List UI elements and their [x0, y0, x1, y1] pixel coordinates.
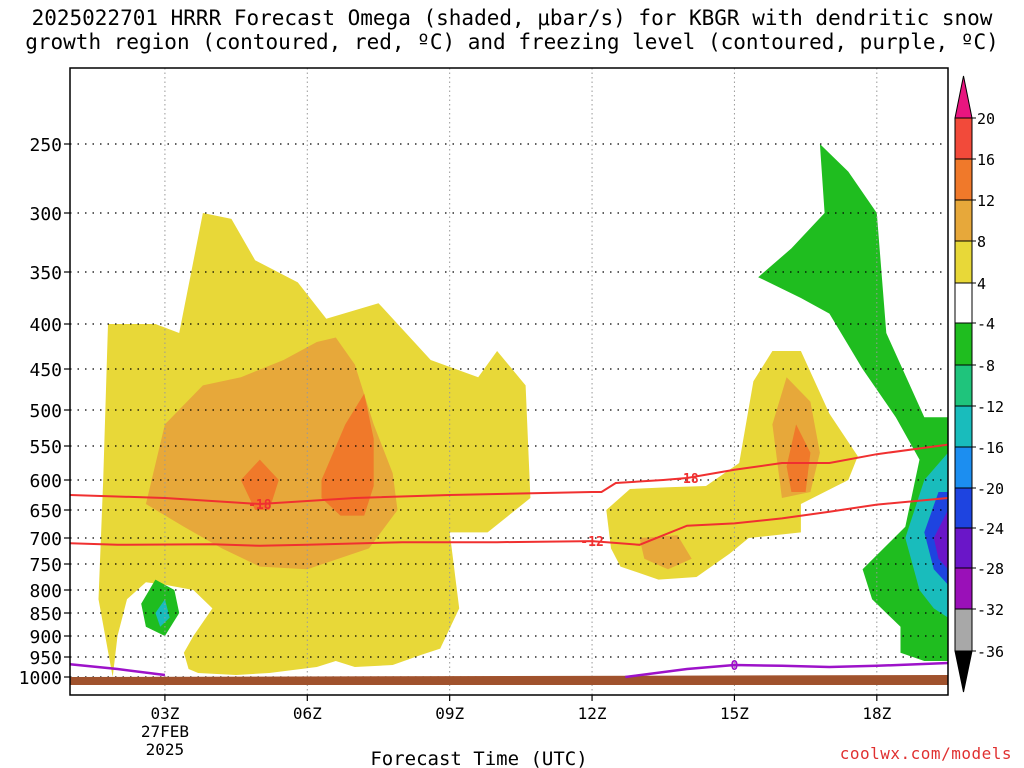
dgz-contour--18-label-1: -18 — [675, 472, 699, 487]
colorbar-swatch-12 — [954, 608, 973, 652]
omega-region-2 — [145, 337, 398, 570]
x-tick-label-15Z: 15Z — [720, 704, 749, 723]
colorbar-swatch-0 — [954, 117, 973, 160]
colorbar-label-11: -28 — [977, 560, 1004, 578]
y-tick-label-650: 650 — [29, 501, 62, 522]
colorbar-label-7: -12 — [977, 398, 1004, 416]
omega-region-4 — [321, 393, 374, 516]
y-tick-label-300: 300 — [29, 204, 62, 225]
dgz-contour--12 — [69, 497, 949, 547]
colorbar: 20 16 12 8 4 -4 -8 -12 -16 -20 -24 -28 -32 -36 — [954, 75, 1004, 693]
colorbar-label-1: 16 — [977, 151, 995, 169]
x-tick-label-18Z: 18Z — [862, 704, 891, 723]
x-axis-title: Forecast Time (UTC) — [370, 748, 587, 768]
grid-layer — [70, 68, 948, 695]
dgz-contour--12-label-0: -12 — [580, 535, 603, 550]
colorbar-label-4: 4 — [977, 275, 986, 293]
omega-region-8 — [758, 144, 948, 661]
colorbar-swatch-7 — [954, 405, 973, 448]
colorbar-bottom-arrow — [954, 650, 973, 693]
omega-region-6 — [786, 424, 811, 492]
y-tick-label-1000: 1000 — [19, 668, 62, 689]
omega-region-3 — [240, 459, 279, 510]
colorbar-swatch-9 — [954, 487, 973, 529]
plot-frame — [69, 67, 949, 696]
colorbar-top-arrow — [954, 75, 973, 119]
freezing-level-line-a — [69, 662, 166, 677]
colorbar-label-3: 8 — [977, 233, 986, 251]
y-tick-label-900: 900 — [29, 627, 62, 648]
date-label-1: 2025 — [146, 740, 185, 759]
omega-shading-layer — [98, 144, 948, 677]
colorbar-label-13: -36 — [977, 643, 1004, 661]
y-tick-label-600: 600 — [29, 471, 62, 492]
colorbar-swatch-3 — [954, 240, 973, 284]
colorbar-swatch-5 — [954, 322, 973, 366]
colorbar-swatch-2 — [954, 199, 973, 242]
colorbar-swatch-4 — [954, 282, 973, 324]
freezing-level-line-b — [625, 661, 949, 679]
colorbar-swatch-10 — [954, 527, 973, 569]
y-tick-label-400: 400 — [29, 315, 62, 336]
y-tick-label-450: 450 — [29, 360, 62, 381]
colorbar-swatch-1 — [954, 158, 973, 201]
axes-layer: 2503003504004505005506006507007508008509… — [19, 67, 949, 768]
y-tick-label-950: 950 — [29, 648, 62, 669]
omega-region-13 — [155, 599, 170, 627]
y-tick-label-350: 350 — [29, 263, 62, 284]
colorbar-label-6: -8 — [977, 357, 995, 375]
colorbar-label-8: -16 — [977, 439, 1004, 457]
credit-label: coolwx.com/models — [839, 744, 1012, 763]
x-tick-label-06Z: 06Z — [293, 704, 322, 723]
date-label-0: 27FEB — [141, 722, 189, 741]
dgz-contour--18 — [69, 443, 949, 506]
y-tick-label-800: 800 — [29, 581, 62, 602]
colorbar-label-0: 20 — [977, 110, 995, 128]
omega-region-7 — [639, 535, 692, 570]
chart-title: 2025022701 HRRR Forecast Omega (shaded, … — [25, 6, 999, 54]
colorbar-swatch-11 — [954, 567, 973, 610]
omega-region-11 — [933, 510, 948, 570]
y-tick-label-250: 250 — [29, 135, 62, 156]
x-tick-label-09Z: 09Z — [435, 704, 464, 723]
freezing-level-line-b-label-0: 0 — [731, 659, 739, 674]
y-tick-label-550: 550 — [29, 437, 62, 458]
terrain-layer — [70, 675, 948, 685]
colorbar-label-10: -24 — [977, 520, 1004, 538]
ground-terrain — [70, 675, 948, 685]
x-tick-label-03Z: 03Z — [150, 704, 179, 723]
dgz-contour--18-label-0: -18 — [248, 498, 272, 513]
y-tick-label-500: 500 — [29, 401, 62, 422]
contour-layer: -18 -18 -12 0 — [69, 443, 949, 679]
colorbar-label-5: -4 — [977, 315, 995, 333]
colorbar-swatch-6 — [954, 364, 973, 407]
colorbar-swatch-8 — [954, 446, 973, 489]
colorbar-label-2: 12 — [977, 192, 995, 210]
y-tick-label-750: 750 — [29, 555, 62, 576]
y-tick-label-850: 850 — [29, 604, 62, 625]
y-tick-label-700: 700 — [29, 529, 62, 550]
colorbar-label-12: -32 — [977, 601, 1004, 619]
colorbar-label-9: -20 — [977, 480, 1004, 498]
x-tick-label-12Z: 12Z — [578, 704, 607, 723]
